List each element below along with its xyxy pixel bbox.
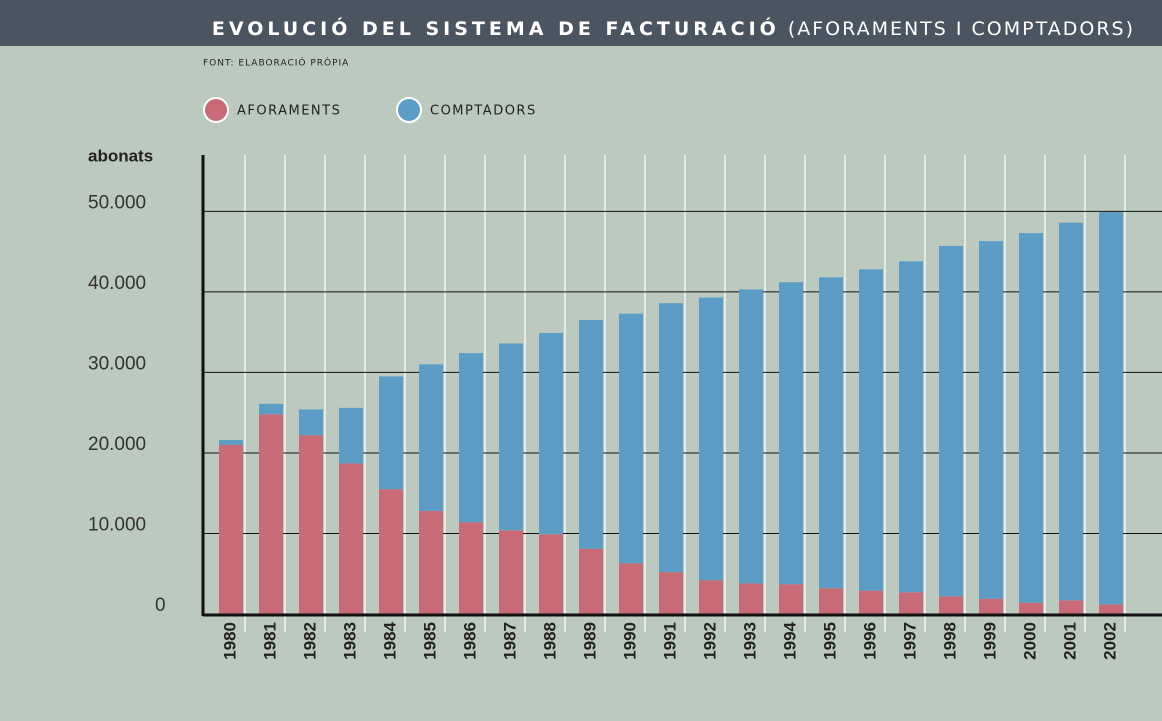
x-tick-label: 1992	[700, 622, 719, 660]
y-tick-label: 10.000	[88, 514, 146, 535]
bar-segment	[539, 332, 563, 535]
x-tick-label: 1985	[420, 622, 439, 660]
bar-segment	[1059, 600, 1083, 614]
x-tick-label: 1982	[300, 622, 319, 660]
bar-segment	[1099, 604, 1123, 614]
bar-segment	[979, 241, 1003, 599]
bar-segment	[419, 364, 443, 511]
title-suffix: (AFORAMENTS I COMPTADORS)	[788, 18, 1135, 40]
bar-segment	[979, 598, 1003, 614]
x-tick-label: 1999	[980, 622, 999, 660]
bar-segment	[699, 297, 723, 581]
bar-segment	[819, 588, 843, 614]
bar-segment	[859, 269, 883, 591]
x-tick-label: 1990	[620, 622, 639, 660]
y-tick-label: 0	[155, 595, 166, 616]
bar-segment	[659, 572, 683, 614]
bar-segment	[459, 353, 483, 523]
bar-segment	[299, 435, 323, 614]
x-tick-label: 2002	[1100, 622, 1119, 660]
y-tick-label: 40.000	[88, 273, 146, 294]
bar-segment	[939, 596, 963, 614]
bar-segment	[219, 440, 243, 445]
bar-segment	[899, 261, 923, 593]
chart-title: EVOLUCIÓ DEL SISTEMA DE FACTURACIÓ (AFOR…	[212, 16, 1135, 40]
x-tick-label: 1987	[500, 622, 519, 660]
bar-segment	[739, 289, 763, 584]
bar-segment	[379, 489, 403, 614]
x-tick-label: 1986	[460, 622, 479, 660]
legend-label: COMPTADORS	[430, 104, 537, 119]
legend-swatch	[396, 97, 422, 123]
bar-segment	[459, 522, 483, 614]
legend-swatch	[203, 97, 229, 123]
bar-segment	[579, 320, 603, 549]
header-band	[0, 0, 1162, 46]
x-tick-label: 1989	[580, 622, 599, 660]
bar-segment	[1019, 602, 1043, 614]
x-tick-label: 1994	[780, 621, 799, 659]
bar-segment	[579, 548, 603, 614]
title-main: EVOLUCIÓ DEL SISTEMA DE FACTURACIÓ	[212, 16, 780, 40]
x-tick-label: 2000	[1020, 622, 1039, 660]
bar-segment	[659, 303, 683, 573]
x-tick-label: 1995	[820, 622, 839, 660]
bar-segment	[939, 245, 963, 597]
bar-segment	[819, 277, 843, 589]
x-tick-label: 1988	[540, 622, 559, 660]
legend-label: AFORAMENTS	[237, 104, 341, 119]
x-tick-label: 1980	[220, 622, 239, 660]
bar-segment	[699, 580, 723, 614]
bar-segment	[259, 403, 283, 415]
y-tick-label: 30.000	[88, 353, 146, 374]
bar-segment	[539, 534, 563, 614]
bar-segment	[1099, 212, 1123, 605]
bar-segment	[299, 409, 323, 436]
bar-segment	[859, 590, 883, 614]
bar-segment	[379, 376, 403, 490]
bar-segment	[779, 584, 803, 614]
bar-segment	[219, 444, 243, 614]
x-tick-label: 1998	[940, 622, 959, 660]
y-tick-label: 50.000	[88, 192, 146, 213]
bar-segment	[259, 414, 283, 614]
bar-segment	[499, 530, 523, 614]
y-axis-label: abonats	[88, 146, 153, 165]
bar-segment	[1019, 233, 1043, 603]
x-tick-label: 2001	[1060, 622, 1079, 660]
bar-segment	[619, 313, 643, 564]
x-tick-label: 1996	[860, 622, 879, 660]
bar-segment	[779, 282, 803, 585]
bar-segment	[619, 563, 643, 614]
bar-segment	[419, 510, 443, 614]
x-tick-label: 1984	[380, 621, 399, 659]
bar-segment	[1059, 222, 1083, 601]
x-tick-label: 1983	[340, 622, 359, 660]
bar-segment	[339, 463, 363, 614]
bar-segment	[899, 592, 923, 614]
x-tick-label: 1991	[660, 622, 679, 660]
x-tick-label: 1981	[260, 622, 279, 660]
subtitle: FONT: ELABORACIÓ PRÒPIA	[203, 57, 349, 69]
bar-segment	[739, 583, 763, 614]
bar-segment	[339, 407, 363, 464]
x-tick-label: 1997	[900, 622, 919, 660]
x-tick-label: 1993	[740, 622, 759, 660]
bar-segment	[499, 343, 523, 531]
y-tick-label: 20.000	[88, 434, 146, 455]
